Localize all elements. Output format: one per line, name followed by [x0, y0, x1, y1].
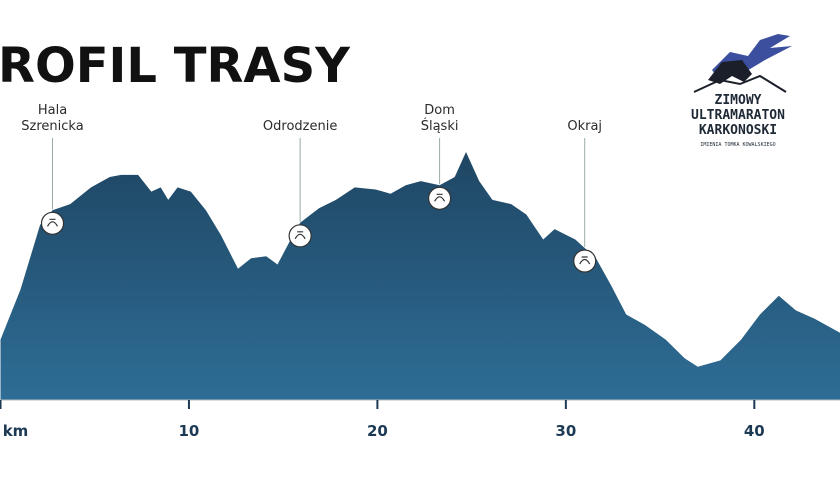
annotation-marker — [40, 211, 65, 235]
annotation-label: Dom — [424, 103, 455, 118]
logo-text: ULTRAMARATON — [691, 108, 785, 123]
annotation-marker — [288, 224, 312, 248]
x-tick-label: 30 — [555, 422, 576, 440]
annotation-marker — [427, 186, 452, 210]
logo-subtitle: IMIENIA TOMKA KOWALSKIEGO — [700, 142, 775, 148]
annotation-label: Śląski — [421, 118, 459, 134]
annotation-label: Okraj — [567, 119, 602, 134]
annotation-icon — [294, 231, 306, 240]
annotation-label: Szrenicka — [21, 119, 83, 134]
logo-head — [708, 60, 752, 84]
annotation-icon — [46, 218, 59, 227]
logo-mountain — [693, 74, 787, 93]
logo-antlers — [712, 34, 792, 78]
x-tick-label: 40 — [744, 422, 765, 440]
logo-text: KARKONOSKI — [699, 123, 777, 138]
chart-title: ROFIL TRASY — [0, 38, 351, 94]
annotation-marker — [573, 249, 597, 273]
x-tick-label: km — [3, 422, 29, 440]
annotation-icon — [434, 193, 446, 202]
elevation-area — [0, 152, 840, 400]
logo: ZIMOWY ULTRAMARATON KARKONOSKI IMIENIA T… — [691, 34, 792, 148]
x-tick-label: 10 — [179, 422, 200, 440]
annotation-icon — [579, 256, 591, 265]
annotation-label: Hala — [38, 103, 67, 118]
annotation-label: Odrodzenie — [263, 119, 337, 134]
x-tick-label: 20 — [367, 422, 388, 440]
logo-text: ZIMOWY — [715, 93, 762, 108]
